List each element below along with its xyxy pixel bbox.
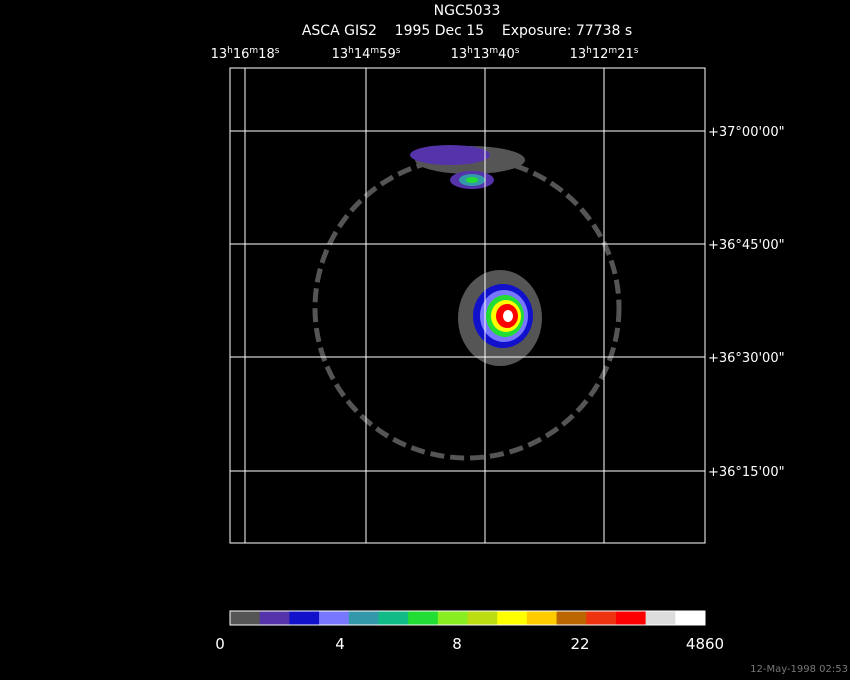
ra-label: 13h13m40s bbox=[451, 46, 520, 62]
title: NGC5033 bbox=[434, 3, 501, 19]
colorbar-segment bbox=[586, 611, 617, 625]
ra-value: 13 bbox=[473, 47, 490, 62]
colorbar-segment bbox=[467, 611, 498, 625]
colorbar-label: 22 bbox=[570, 635, 589, 653]
colorbar-segment bbox=[615, 611, 647, 625]
ra-label: 13h14m59s bbox=[332, 46, 401, 62]
colorbar-segment bbox=[526, 611, 558, 625]
colorbar-label: 0 bbox=[215, 635, 225, 653]
subtitle: ASCA GIS2 1995 Dec 15 Exposure: 77738 s bbox=[302, 23, 632, 39]
colorbar-label: 4 bbox=[335, 635, 345, 653]
ra-unit: m bbox=[249, 46, 258, 56]
colorbar-segment bbox=[497, 611, 528, 625]
ra-label: 13h16m18s bbox=[211, 46, 280, 62]
ra-value: 13 bbox=[211, 47, 228, 62]
ra-value: 21 bbox=[617, 47, 634, 62]
dec-label: +36°45'00" bbox=[708, 238, 785, 253]
colorbar-label: 4860 bbox=[686, 635, 724, 653]
ra-unit: s bbox=[275, 46, 280, 56]
ra-value: 13 bbox=[332, 47, 349, 62]
dec-label: +36°15'00" bbox=[708, 465, 785, 480]
colorbar-segment bbox=[556, 611, 587, 625]
ra-value: 12 bbox=[592, 47, 609, 62]
colorbar-segment bbox=[378, 611, 409, 625]
labels: 13h16m18s 13h14m59s 13h13m40s 13h12m21s+37°… bbox=[211, 46, 785, 653]
ra-value: 13 bbox=[451, 47, 468, 62]
upper-source bbox=[466, 177, 478, 183]
ra-value: 18 bbox=[258, 47, 275, 62]
colorbar-segment bbox=[437, 611, 468, 625]
colorbar-segment bbox=[230, 611, 261, 625]
dec-label: +37°00'00" bbox=[708, 125, 785, 140]
ra-unit: s bbox=[634, 46, 639, 56]
colorbar-segment bbox=[675, 611, 706, 625]
ra-value: 16 bbox=[233, 47, 250, 62]
upper-emission bbox=[410, 145, 490, 165]
timestamp: 12-May-1998 02:53 bbox=[750, 664, 848, 675]
colorbar-segment bbox=[259, 611, 290, 625]
ra-unit: h bbox=[227, 46, 233, 56]
colorbar-segment bbox=[348, 611, 379, 625]
colorbar-segment bbox=[408, 611, 439, 625]
ra-label: 13h12m21s bbox=[570, 46, 639, 62]
sky-image bbox=[312, 145, 622, 461]
coordinate-grid bbox=[229, 67, 706, 544]
ra-unit: h bbox=[586, 46, 592, 56]
frame bbox=[229, 67, 706, 544]
ra-value: 13 bbox=[570, 47, 587, 62]
colorbar-label: 8 bbox=[452, 635, 462, 653]
dec-label: +36°30'00" bbox=[708, 351, 785, 366]
colorbar-segment bbox=[645, 611, 676, 625]
colorbar-segment bbox=[319, 611, 350, 625]
ra-unit: m bbox=[489, 46, 498, 56]
ra-value: 59 bbox=[379, 47, 396, 62]
ra-unit: m bbox=[608, 46, 617, 56]
ra-value: 14 bbox=[354, 47, 371, 62]
ra-unit: h bbox=[467, 46, 473, 56]
ra-unit: s bbox=[515, 46, 520, 56]
colorbar-frame bbox=[229, 610, 706, 626]
ra-unit: m bbox=[370, 46, 379, 56]
ra-value: 40 bbox=[498, 47, 515, 62]
central-source bbox=[503, 310, 513, 322]
ra-unit: h bbox=[348, 46, 354, 56]
ra-unit: s bbox=[396, 46, 401, 56]
colorbar-segment bbox=[289, 611, 320, 625]
